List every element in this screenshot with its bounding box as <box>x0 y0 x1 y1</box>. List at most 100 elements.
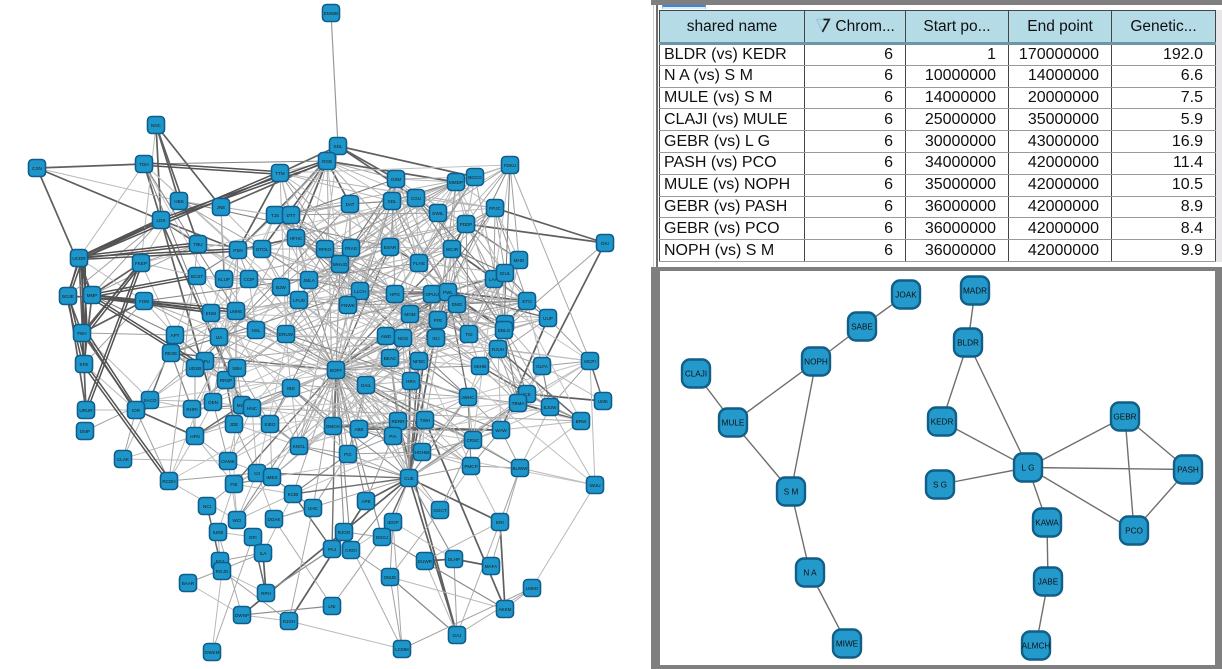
svg-text:KLUP: KLUP <box>218 277 230 282</box>
svg-text:HBS: HBS <box>174 199 183 204</box>
svg-text:MCPI: MCPI <box>584 359 595 364</box>
svg-text:N A: N A <box>803 569 817 578</box>
svg-text:FIE: FIE <box>230 482 237 487</box>
svg-text:TBU: TBU <box>193 242 202 247</box>
svg-text:RJGH: RJGH <box>283 619 296 624</box>
svg-text:RGB: RGB <box>322 159 332 164</box>
svg-text:KCIB: KCIB <box>288 492 299 497</box>
svg-text:LFUD: LFUD <box>293 298 306 303</box>
svg-text:PAJ: PAJ <box>328 547 336 552</box>
svg-text:OTOL: OTOL <box>256 247 269 252</box>
svg-text:BOFF: BOFF <box>330 368 342 373</box>
svg-text:KNGL: KNGL <box>293 444 306 449</box>
svg-text:OAIL: OAIL <box>361 383 372 388</box>
svg-text:CROI: CROI <box>345 548 356 553</box>
svg-text:DWNP: DWNP <box>235 613 249 618</box>
svg-text:ICE: ICE <box>523 392 531 397</box>
svg-text:RPH: RPH <box>261 591 271 596</box>
svg-text:EIEO: EIEO <box>265 422 276 427</box>
svg-text:CUE: CUE <box>404 476 414 481</box>
svg-text:JMLA: JMLA <box>303 278 316 283</box>
svg-text:CRSC: CRSC <box>466 438 480 443</box>
svg-text:BJW: BJW <box>276 285 286 290</box>
svg-text:PMCP: PMCP <box>464 464 477 469</box>
svg-text:GLFA: GLFA <box>536 364 549 369</box>
svg-text:PIC: PIC <box>344 452 352 457</box>
svg-text:IGJ: IGJ <box>432 336 439 341</box>
svg-text:JNE: JNE <box>217 205 226 210</box>
svg-text:TDH: TDH <box>139 162 148 167</box>
svg-text:SBH: SBH <box>232 366 241 371</box>
svg-text:TWH: TWH <box>420 418 430 423</box>
svg-text:MIWE: MIWE <box>836 640 859 649</box>
svg-text:PWL: PWL <box>443 290 453 295</box>
svg-text:DKI: DKI <box>601 241 609 246</box>
svg-text:SDL: SDL <box>334 144 343 149</box>
svg-text:CLAJI: CLAJI <box>685 370 707 379</box>
svg-text:GWEM: GWEM <box>205 650 220 655</box>
svg-text:MADR: MADR <box>963 287 987 296</box>
svg-text:MULE: MULE <box>722 419 745 428</box>
svg-text:WHUG: WHUG <box>333 262 348 267</box>
svg-text:RHRI: RHRI <box>186 407 197 412</box>
svg-text:FEH: FEH <box>77 331 86 336</box>
svg-text:FGJ: FGJ <box>216 559 225 564</box>
svg-text:FRAG: FRAG <box>345 246 358 251</box>
svg-text:TKI: TKI <box>465 332 472 337</box>
svg-text:DAT: DAT <box>346 202 355 207</box>
svg-text:ENSI: ENSI <box>206 311 217 316</box>
svg-text:IMES: IMES <box>266 475 277 480</box>
svg-text:MMP: MMP <box>87 293 98 298</box>
svg-text:EWIL: EWIL <box>432 211 444 216</box>
svg-text:FKEP: FKEP <box>135 261 147 266</box>
svg-text:FOM: FOM <box>139 299 149 304</box>
svg-text:PCO: PCO <box>1125 527 1143 536</box>
svg-text:RCDH: RCDH <box>162 479 175 484</box>
svg-text:EBLO: EBLO <box>498 328 511 333</box>
svg-text:LNI: LNI <box>328 604 335 609</box>
svg-text:IWJU: IWJU <box>589 483 600 488</box>
svg-text:UCDR: UCDR <box>72 256 86 261</box>
svg-text:MOM: MOM <box>404 312 415 317</box>
svg-text:LCMM: LCMM <box>395 647 409 652</box>
svg-text:OSM: OSM <box>391 177 402 182</box>
svg-text:HRA: HRA <box>406 379 417 384</box>
svg-text:OEN: OEN <box>208 400 218 405</box>
svg-text:FNWK: FNWK <box>341 303 355 308</box>
svg-text:L G: L G <box>1022 464 1035 473</box>
svg-text:MHG: MHG <box>514 258 525 263</box>
svg-text:IJA: IJA <box>216 335 224 340</box>
svg-text:IUEB: IUEB <box>213 530 224 535</box>
svg-text:OMJE: OMJE <box>384 575 397 580</box>
svg-text:LMKD: LMKD <box>526 586 539 591</box>
svg-text:WCIR: WCIR <box>446 247 459 252</box>
svg-text:MAFA: MAFA <box>485 564 498 569</box>
svg-text:HNC: HNC <box>247 406 258 411</box>
svg-text:KAWA: KAWA <box>1035 519 1059 528</box>
svg-text:BCST: BCST <box>191 274 203 279</box>
svg-text:MMDP: MMDP <box>449 180 463 185</box>
svg-text:EMWB: EMWB <box>324 11 338 16</box>
svg-text:GAJ: GAJ <box>453 633 462 638</box>
svg-text:HFHC: HFHC <box>290 236 303 241</box>
svg-text:PDDP: PDDP <box>460 222 473 227</box>
svg-text:CII: CII <box>254 471 260 476</box>
svg-text:TJS: TJS <box>271 213 279 218</box>
svg-text:ERI: ERI <box>496 520 504 525</box>
svg-text:BGCG: BGCG <box>468 175 482 180</box>
svg-text:CCIP: CCIP <box>244 277 255 282</box>
svg-text:FFE: FFE <box>434 318 443 323</box>
svg-text:PASH: PASH <box>1177 466 1199 475</box>
svg-text:IOR: IOR <box>132 408 141 413</box>
svg-text:DMG: DMG <box>452 302 463 307</box>
svg-text:PSN: PSN <box>233 248 242 253</box>
svg-text:BRW: BRW <box>576 419 587 424</box>
svg-text:ABE: ABE <box>354 427 363 432</box>
svg-text:KEDR: KEDR <box>931 418 954 427</box>
svg-text:IBD: IBD <box>287 386 295 391</box>
svg-text:ILA: ILA <box>260 551 268 556</box>
svg-text:BUWW: BUWW <box>512 466 528 471</box>
svg-text:DOAK: DOAK <box>267 517 281 522</box>
svg-text:NGG: NGG <box>398 336 409 341</box>
svg-text:NCI: NCI <box>203 504 211 509</box>
